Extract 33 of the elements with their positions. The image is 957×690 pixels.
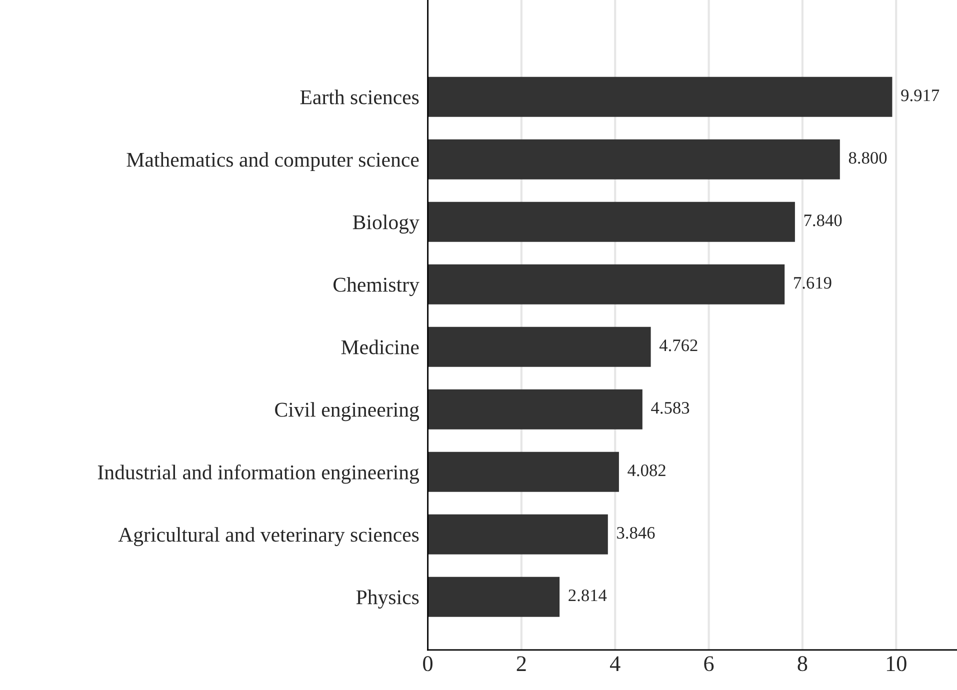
x-tick-label: 8	[798, 656, 808, 672]
y-tick-label: Biology	[352, 214, 420, 234]
x-tick-label: 0	[423, 656, 432, 672]
data-label: 2.814	[568, 589, 607, 602]
bar	[428, 389, 642, 430]
x-tick-label: 2	[516, 656, 526, 671]
y-tick-label: Agricultural and veterinary sciences	[118, 527, 419, 546]
data-label: 7.840	[804, 214, 842, 226]
data-label: 4.082	[628, 464, 666, 476]
y-tick-label: Chemistry	[334, 277, 420, 296]
x-tick-label: 6	[704, 656, 714, 672]
y-tick-label: Mathematics and computer science	[126, 152, 419, 172]
data-label: 4.583	[651, 402, 690, 414]
bar	[428, 76, 892, 117]
bar	[428, 452, 619, 492]
x-tick-label: 4	[610, 656, 620, 671]
data-label: 9.917	[901, 90, 940, 102]
bar	[428, 264, 785, 304]
x-tick-label: 10	[886, 656, 906, 672]
y-tick-label: Physics	[356, 590, 419, 609]
data-label: 7.619	[794, 277, 832, 289]
y-tick-label: Medicine	[341, 340, 419, 354]
y-tick-label: Civil engineering	[275, 402, 420, 422]
bar	[428, 514, 608, 554]
data-label: 8.800	[848, 152, 887, 164]
data-label: 4.762	[659, 340, 698, 352]
bar	[428, 576, 560, 617]
y-tick-label: Earth sciences	[300, 90, 419, 104]
bar	[428, 139, 840, 180]
y-tick-label: Industrial and information engineering	[98, 464, 420, 484]
bar	[428, 202, 795, 242]
bar	[428, 326, 651, 367]
data-label: 3.846	[617, 526, 655, 539]
